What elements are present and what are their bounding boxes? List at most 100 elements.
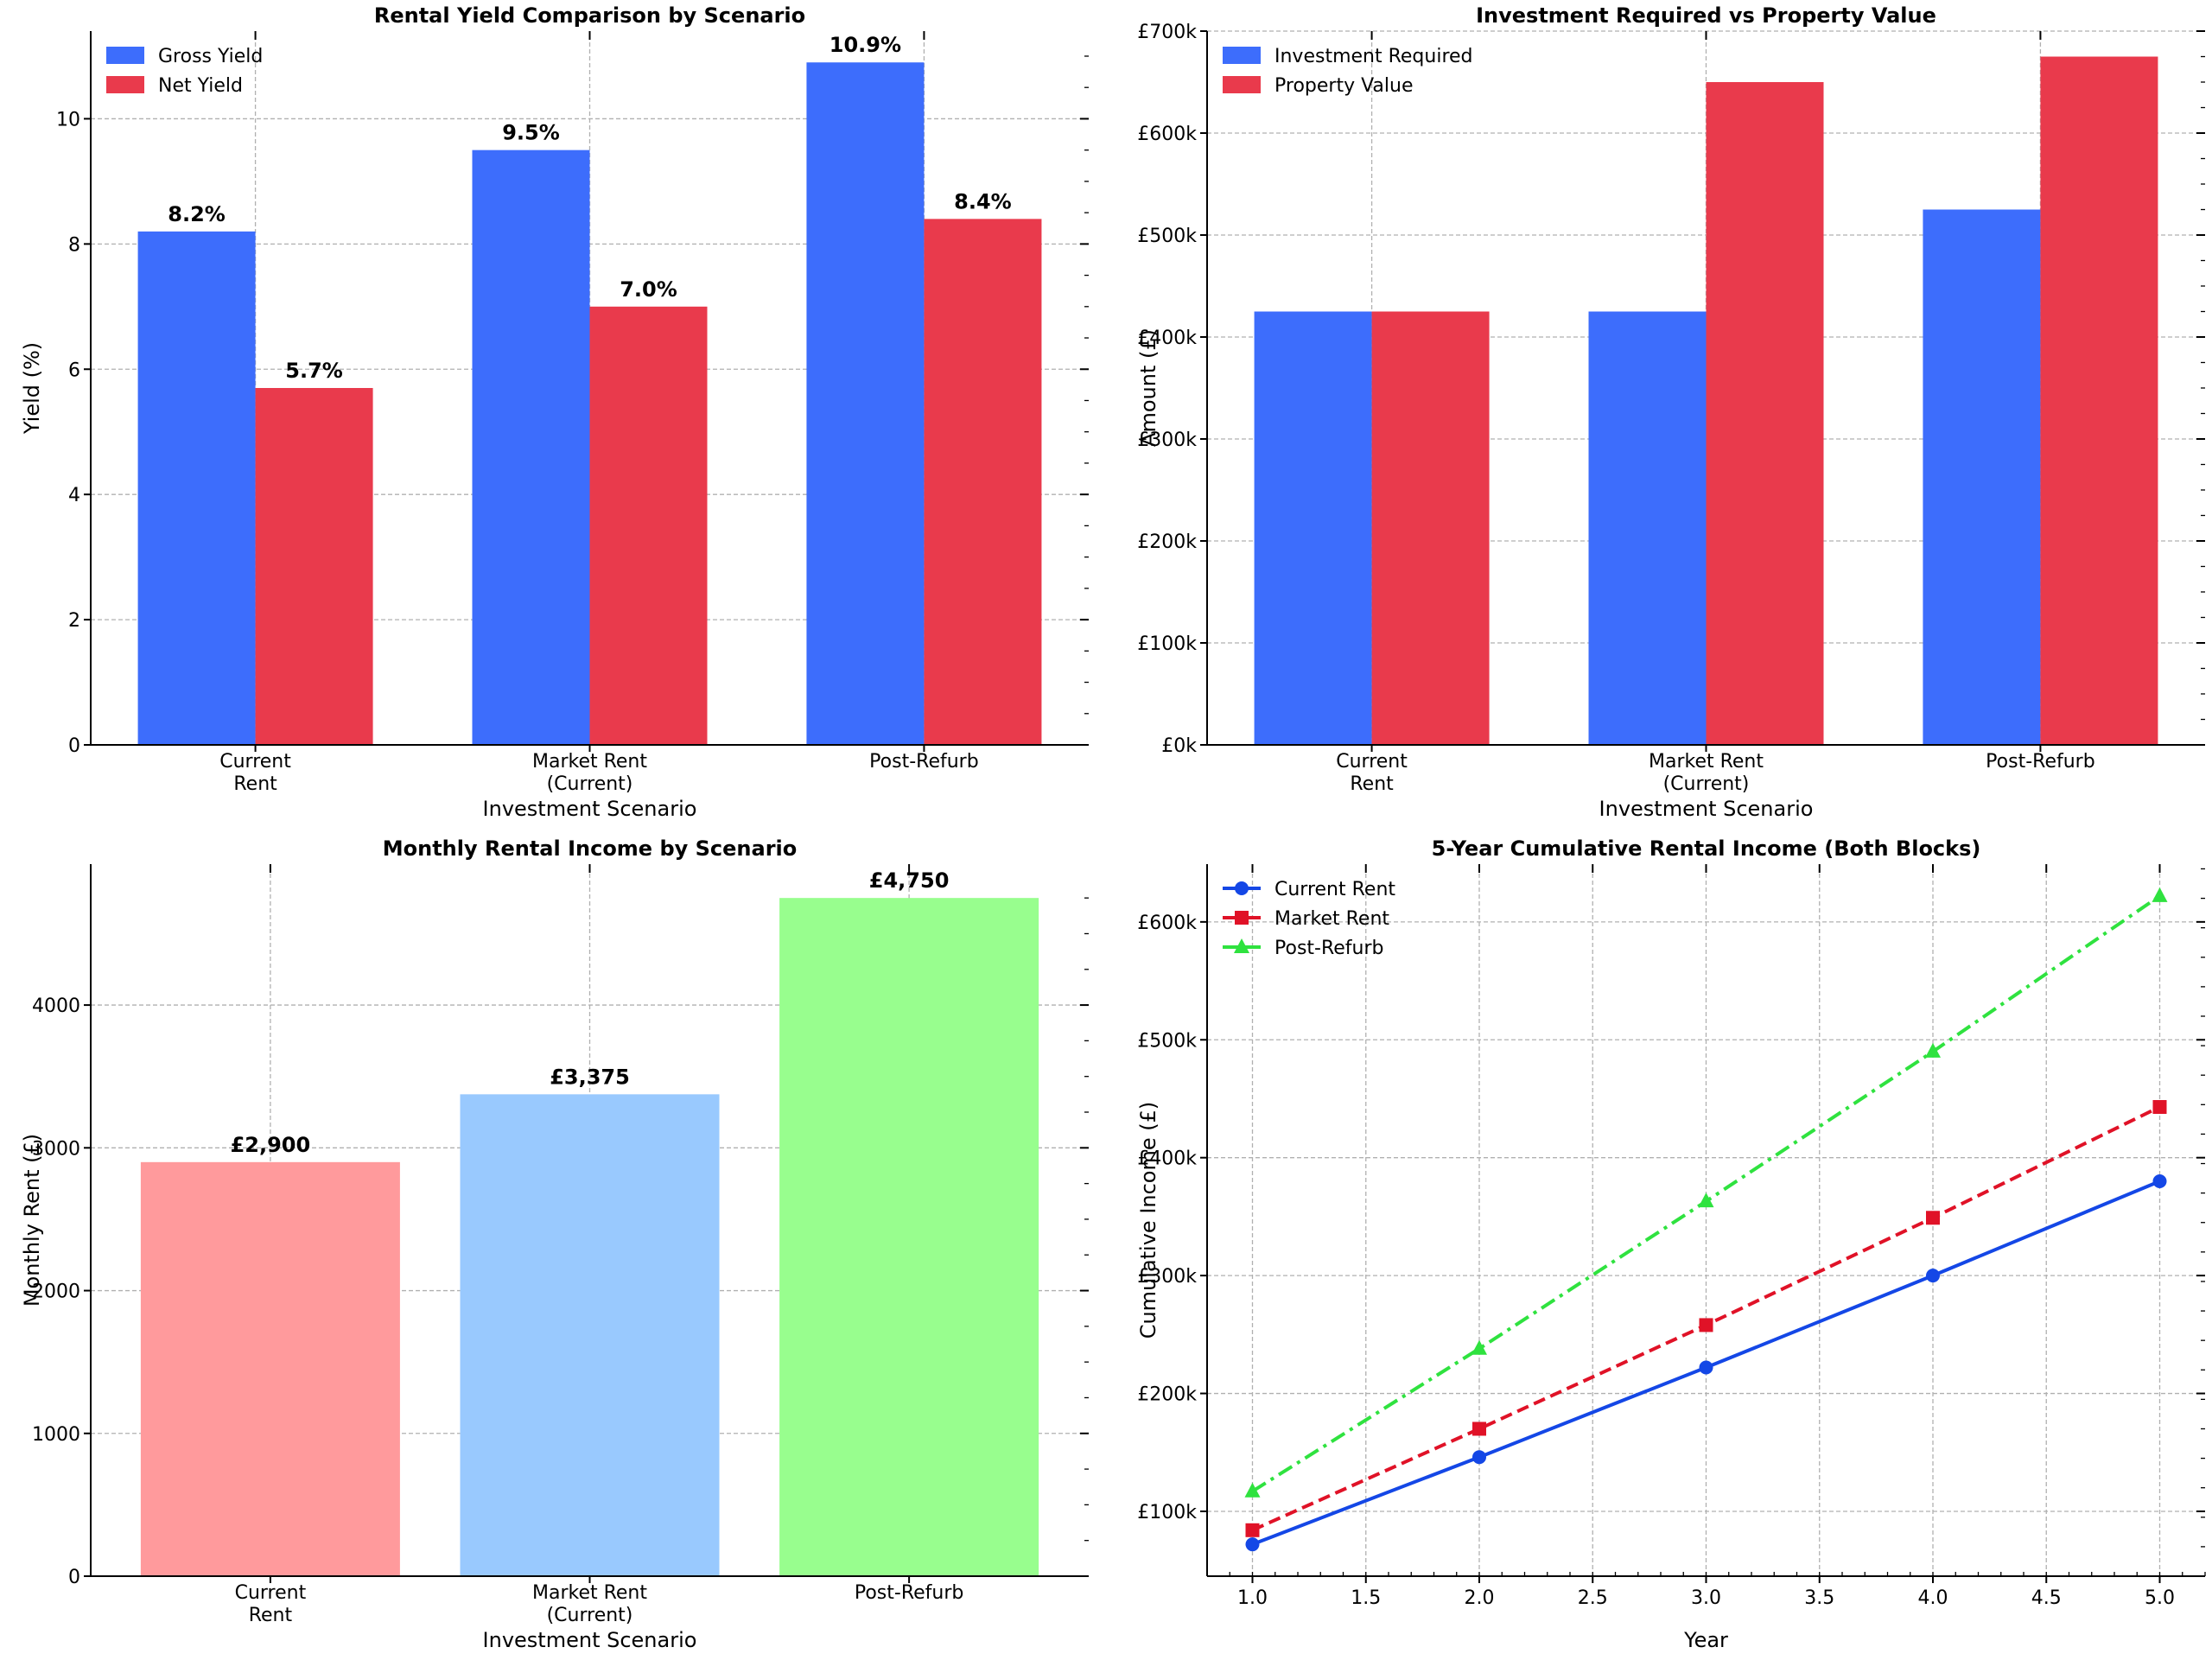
y-tick-label: £500k bbox=[1137, 1030, 1197, 1052]
bar-gross-yield bbox=[137, 231, 256, 746]
x-tick-label: 4.5 bbox=[2031, 1587, 2062, 1609]
legend-entry: Post-Refurb bbox=[1274, 938, 1384, 959]
bar-net-yield bbox=[924, 219, 1042, 746]
legend-entry: Property Value bbox=[1274, 75, 1414, 97]
data-label: 7.0% bbox=[620, 277, 677, 302]
data-label: 8.2% bbox=[168, 202, 226, 226]
y-tick-label: 8 bbox=[68, 234, 80, 256]
data-point bbox=[2152, 1173, 2167, 1188]
data-point bbox=[1926, 1211, 1940, 1225]
y-tick-label: £200k bbox=[1137, 1384, 1197, 1406]
bar-property-value bbox=[1706, 82, 1824, 745]
y-tick-label: £400k bbox=[1137, 328, 1197, 349]
y-tick-label: £200k bbox=[1137, 531, 1197, 553]
legend-marker bbox=[1234, 938, 1249, 953]
x-tick-label: Rent bbox=[1350, 773, 1394, 795]
y-tick-label: £100k bbox=[1137, 633, 1197, 655]
data-label: £3,375 bbox=[550, 1065, 630, 1089]
legend-entry: Investment Required bbox=[1274, 46, 1473, 67]
y-tick-label: £300k bbox=[1137, 429, 1197, 451]
cumulative-income-chart: £100k £200k £300k £400k £500k £600k 1.0 1.5 2.0 2… bbox=[1136, 836, 2206, 1652]
x-tick-label: Post-Refurb bbox=[855, 1582, 964, 1604]
x-tick-label: Current bbox=[219, 751, 291, 773]
data-point bbox=[1472, 1450, 1486, 1465]
data-point bbox=[1244, 1482, 1261, 1498]
data-point bbox=[2152, 1100, 2167, 1115]
data-point bbox=[2152, 887, 2168, 902]
x-tick-label: Post-Refurb bbox=[1986, 751, 2095, 773]
x-tick-label: 2.5 bbox=[1578, 1587, 1608, 1609]
x-axis-label: Investment Scenario bbox=[483, 797, 697, 821]
y-tick-label: £700k bbox=[1137, 22, 1197, 43]
x-tick-label: 3.5 bbox=[1804, 1587, 1834, 1609]
legend-swatch bbox=[1223, 47, 1261, 64]
y-tick-label: 4000 bbox=[32, 995, 80, 1017]
x-tick-label: Current bbox=[1336, 751, 1408, 773]
bar-monthly-rent bbox=[140, 1161, 400, 1576]
x-tick-label: 2.0 bbox=[1465, 1587, 1495, 1609]
x-axis-label: Investment Scenario bbox=[1599, 797, 1814, 821]
legend-entry: Net Yield bbox=[158, 75, 243, 97]
x-tick-label: 1.5 bbox=[1351, 1587, 1381, 1609]
y-tick-label: £0k bbox=[1161, 735, 1197, 757]
legend-entry: Gross Yield bbox=[158, 46, 263, 67]
bar-property-value bbox=[1371, 311, 1490, 745]
x-tick-label: Current bbox=[235, 1582, 307, 1604]
y-tick-label: 3000 bbox=[32, 1138, 80, 1160]
data-label: £4,750 bbox=[869, 868, 950, 893]
x-axis-label: Investment Scenario bbox=[483, 1628, 697, 1652]
x-tick-label: Market Rent bbox=[1649, 751, 1764, 773]
data-point bbox=[1698, 1193, 1714, 1208]
chart-title: Monthly Rental Income by Scenario bbox=[383, 836, 798, 861]
legend-marker bbox=[1235, 881, 1249, 895]
y-tick-label: £100k bbox=[1137, 1502, 1197, 1523]
x-tick-label: (Current) bbox=[547, 1605, 633, 1626]
data-point bbox=[1926, 1269, 1940, 1283]
bar-net-yield bbox=[255, 388, 373, 745]
data-point bbox=[1925, 1042, 1941, 1058]
x-tick-label: 3.0 bbox=[1691, 1587, 1721, 1609]
legend-marker bbox=[1235, 911, 1249, 925]
chart-title: 5-Year Cumulative Rental Income (Both Bl… bbox=[1432, 836, 1981, 861]
data-label: 9.5% bbox=[502, 121, 560, 145]
bar-gross-yield bbox=[472, 149, 590, 745]
bar-gross-yield bbox=[806, 62, 925, 745]
y-tick-label: 1000 bbox=[32, 1424, 80, 1446]
data-point bbox=[1699, 1318, 1713, 1332]
data-point bbox=[1472, 1421, 1486, 1436]
data-label: 8.4% bbox=[954, 189, 1012, 213]
legend-swatch bbox=[106, 76, 144, 93]
y-tick-label: 2 bbox=[68, 610, 80, 632]
y-tick-label: £300k bbox=[1137, 1266, 1197, 1288]
x-tick-label: Market Rent bbox=[532, 751, 647, 773]
y-tick-label: 10 bbox=[56, 109, 80, 130]
bar-net-yield bbox=[589, 306, 708, 745]
y-axis-label: Monthly Rent (£) bbox=[20, 1134, 44, 1307]
y-tick-label: 0 bbox=[68, 735, 80, 757]
bar-investment-required bbox=[1923, 209, 2041, 745]
y-tick-label: £600k bbox=[1137, 124, 1197, 145]
x-tick-label: 5.0 bbox=[2145, 1587, 2175, 1609]
investment-chart: £0k £100k £200k £300k £400k £500k £600k £700k Cu… bbox=[1136, 3, 2205, 821]
data-point bbox=[1245, 1537, 1260, 1552]
x-tick-label: Market Rent bbox=[532, 1582, 647, 1604]
data-point bbox=[1471, 1339, 1487, 1355]
y-tick-label: 0 bbox=[68, 1567, 80, 1588]
y-tick-label: 6 bbox=[68, 359, 80, 381]
data-point bbox=[1699, 1360, 1713, 1375]
legend-swatch bbox=[1223, 76, 1261, 93]
y-tick-label: £600k bbox=[1137, 913, 1197, 934]
chart-title: Rental Yield Comparison by Scenario bbox=[374, 3, 805, 28]
x-tick-label: Rent bbox=[249, 1605, 293, 1626]
x-tick-label: Rent bbox=[233, 773, 277, 795]
data-label: 5.7% bbox=[285, 359, 343, 383]
x-tick-label: 1.0 bbox=[1237, 1587, 1268, 1609]
bar-investment-required bbox=[1588, 311, 1707, 745]
bar-investment-required bbox=[1254, 311, 1372, 745]
bar-monthly-rent bbox=[779, 898, 1039, 1576]
y-tick-label: £400k bbox=[1137, 1148, 1197, 1170]
x-tick-label: 4.0 bbox=[1918, 1587, 1948, 1609]
